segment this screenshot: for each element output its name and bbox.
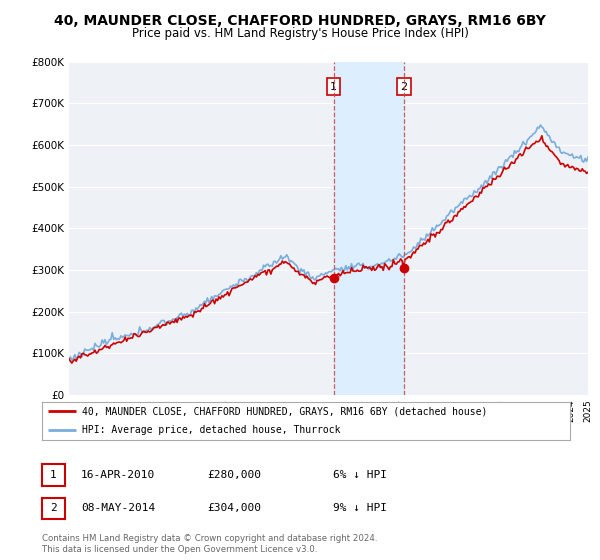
Text: 6% ↓ HPI: 6% ↓ HPI (333, 470, 387, 480)
Text: 16-APR-2010: 16-APR-2010 (81, 470, 155, 480)
Text: Price paid vs. HM Land Registry's House Price Index (HPI): Price paid vs. HM Land Registry's House … (131, 27, 469, 40)
Text: 1: 1 (50, 470, 57, 480)
Text: 2: 2 (401, 82, 407, 92)
Text: This data is licensed under the Open Government Licence v3.0.: This data is licensed under the Open Gov… (42, 545, 317, 554)
Bar (334, 62, 404, 395)
Text: 9% ↓ HPI: 9% ↓ HPI (333, 503, 387, 514)
Text: 08-MAY-2014: 08-MAY-2014 (81, 503, 155, 514)
Text: 2: 2 (50, 503, 57, 514)
Text: 1: 1 (330, 82, 337, 92)
Text: Contains HM Land Registry data © Crown copyright and database right 2024.: Contains HM Land Registry data © Crown c… (42, 534, 377, 543)
Text: 40, MAUNDER CLOSE, CHAFFORD HUNDRED, GRAYS, RM16 6BY: 40, MAUNDER CLOSE, CHAFFORD HUNDRED, GRA… (54, 14, 546, 28)
Text: £304,000: £304,000 (207, 503, 261, 514)
Text: 40, MAUNDER CLOSE, CHAFFORD HUNDRED, GRAYS, RM16 6BY (detached house): 40, MAUNDER CLOSE, CHAFFORD HUNDRED, GRA… (82, 406, 487, 416)
Text: £280,000: £280,000 (207, 470, 261, 480)
Text: HPI: Average price, detached house, Thurrock: HPI: Average price, detached house, Thur… (82, 425, 340, 435)
